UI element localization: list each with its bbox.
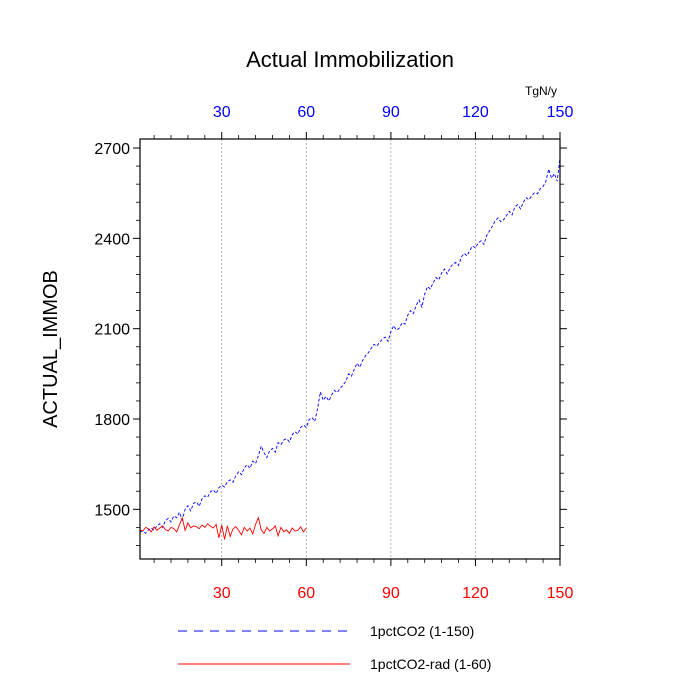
y-tick-label: 2100 (94, 322, 130, 339)
top-axis-unit: TgN/y (525, 84, 557, 98)
x-top-tick-label: 30 (213, 104, 231, 121)
y-tick-label: 2400 (94, 231, 130, 248)
x-tick-label: 60 (297, 585, 315, 602)
x-tick-label: 30 (213, 585, 231, 602)
x-tick-label: 150 (547, 585, 574, 602)
y-tick-label: 1500 (94, 502, 130, 519)
y-tick-label: 2700 (94, 141, 130, 158)
legend-label-1: 1pctCO2 (1-150) (370, 623, 474, 639)
axes-layer: 1500 1800 2100 2400 2700 30 30 60 60 90 90 120 120 15… (94, 104, 573, 602)
series-layer (139, 157, 561, 540)
x-top-tick-label: 120 (462, 104, 489, 121)
x-tick-label: 120 (462, 585, 489, 602)
plot-frame (139, 138, 561, 560)
grid-layer (221, 139, 476, 559)
y-axis-label: ACTUAL_IMMOB (40, 270, 62, 428)
x-top-tick-label: 90 (382, 104, 400, 121)
x-tick-label: 90 (382, 585, 400, 602)
legend: 1pctCO2 (1-150) 1pctCO2-rad (1-60) (178, 623, 491, 672)
x-top-tick-label: 150 (547, 104, 574, 121)
legend-label-2: 1pctCO2-rad (1-60) (370, 656, 491, 672)
y-tick-label: 1800 (94, 412, 130, 429)
x-top-tick-label: 60 (297, 104, 315, 121)
series-line-1 (139, 157, 561, 535)
chart-title: Actual Immobilization (246, 47, 454, 72)
series-line-2 (139, 516, 307, 540)
